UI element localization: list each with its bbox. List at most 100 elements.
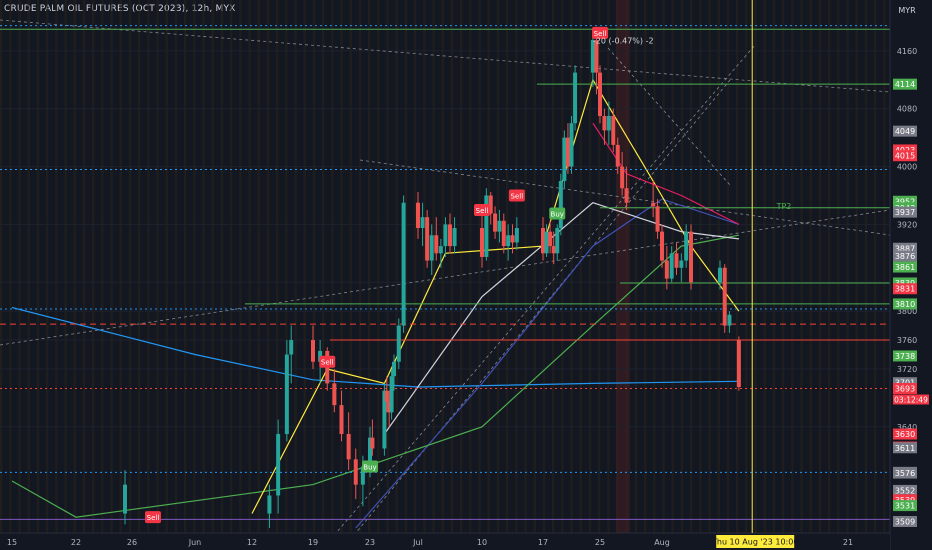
price-label: 3831 bbox=[895, 285, 915, 294]
trendline bbox=[359, 159, 891, 236]
session-band bbox=[156, 0, 159, 533]
candle-body bbox=[501, 220, 506, 247]
candle-body bbox=[353, 459, 358, 485]
session-band bbox=[828, 0, 831, 533]
cursor-label: Thu 10 Aug '23 10:00 bbox=[711, 538, 798, 547]
candle-body bbox=[598, 72, 602, 116]
price-label: 3509 bbox=[895, 517, 915, 526]
price-label-bg bbox=[893, 494, 917, 506]
session-band bbox=[73, 0, 76, 533]
session-band bbox=[607, 0, 610, 533]
session-band bbox=[874, 0, 877, 533]
price-tick: 3720 bbox=[897, 365, 917, 374]
candle-body bbox=[276, 434, 281, 496]
session-band bbox=[441, 0, 444, 533]
signal-label: Sell bbox=[511, 192, 524, 200]
session-band bbox=[349, 0, 352, 533]
session-band bbox=[579, 0, 582, 533]
signals: Sell Sell Buy Sell Sell Buy Sell bbox=[145, 26, 608, 524]
price-label: 3576 bbox=[895, 469, 915, 478]
session-band bbox=[174, 0, 178, 533]
session-band bbox=[791, 0, 794, 533]
price-label: 3937 bbox=[895, 208, 915, 217]
signal-badge bbox=[549, 207, 566, 220]
session-band bbox=[423, 0, 426, 533]
session-band bbox=[138, 0, 141, 533]
candle-body bbox=[555, 228, 560, 254]
session-band bbox=[634, 0, 638, 533]
signal-label: Sell bbox=[321, 359, 334, 367]
session-band bbox=[377, 0, 380, 533]
session-band bbox=[460, 0, 463, 533]
signal-label: Buy bbox=[363, 464, 376, 472]
time-tick: 26 bbox=[127, 538, 137, 547]
candle-body bbox=[727, 314, 732, 326]
candle-body bbox=[514, 228, 519, 243]
time-tick: 10 bbox=[477, 538, 487, 547]
candle-body bbox=[360, 466, 365, 485]
price-label-bg bbox=[893, 144, 917, 156]
indicator-line bbox=[11, 306, 739, 388]
candle-body bbox=[669, 253, 674, 279]
candle-body bbox=[387, 401, 392, 413]
session-band bbox=[662, 0, 665, 533]
candle-body bbox=[551, 246, 556, 254]
time-tick: Jul bbox=[412, 538, 423, 547]
session-band bbox=[220, 0, 224, 533]
candle-body bbox=[346, 434, 351, 460]
price-label-bg bbox=[893, 250, 917, 262]
price-tick: 3920 bbox=[897, 220, 917, 229]
candle-body bbox=[339, 405, 344, 435]
price-label: 3952 bbox=[895, 197, 915, 206]
price-label-bg bbox=[893, 382, 917, 394]
indicator-line bbox=[251, 78, 740, 514]
time-tick: 21 bbox=[843, 538, 853, 547]
session-band bbox=[9, 0, 12, 533]
price-label-bg bbox=[893, 206, 917, 218]
session-band bbox=[82, 0, 86, 533]
session-band bbox=[883, 0, 886, 533]
candle-body bbox=[420, 217, 425, 229]
session-band bbox=[496, 0, 500, 533]
session-band bbox=[368, 0, 371, 533]
session-band bbox=[358, 0, 362, 533]
candle-body bbox=[392, 361, 396, 377]
candle-body bbox=[594, 40, 599, 73]
session-band bbox=[561, 0, 564, 533]
countdown-bg bbox=[893, 394, 929, 405]
candle-body bbox=[416, 202, 420, 229]
candle-body bbox=[684, 231, 689, 261]
session-band bbox=[294, 0, 297, 533]
session-band bbox=[653, 0, 656, 533]
candle-body bbox=[679, 260, 684, 268]
time-tick: Jun bbox=[188, 538, 202, 547]
candle-body bbox=[674, 253, 679, 268]
session-band bbox=[331, 0, 334, 533]
session-band bbox=[119, 0, 122, 533]
candle-body bbox=[382, 390, 387, 449]
candle-body bbox=[452, 228, 457, 247]
signal-badge bbox=[508, 189, 525, 202]
session-band bbox=[193, 0, 196, 533]
session-band bbox=[432, 0, 435, 533]
session-band bbox=[837, 0, 840, 533]
session-band bbox=[257, 0, 260, 533]
price-label-bg bbox=[893, 467, 917, 479]
price-label-bg bbox=[893, 500, 917, 512]
indicator-line bbox=[11, 234, 740, 518]
indicator-line bbox=[383, 202, 739, 435]
session-band bbox=[18, 0, 21, 533]
session-band bbox=[570, 0, 573, 533]
session-band bbox=[506, 0, 509, 533]
session-band bbox=[552, 0, 555, 533]
price-label: 4114 bbox=[895, 80, 915, 89]
time-axis: 15 22 26 Jun 12 19 23 Jul 10 17 25 Aug 21 Thu 10 Aug … bbox=[0, 0, 890, 550]
session-band bbox=[27, 0, 30, 533]
session-band bbox=[92, 0, 95, 533]
session-band bbox=[469, 0, 472, 533]
price-label-bg bbox=[893, 377, 917, 389]
price-label: 3611 bbox=[895, 444, 915, 453]
price-label: 3738 bbox=[895, 352, 915, 361]
session-band bbox=[699, 0, 702, 533]
